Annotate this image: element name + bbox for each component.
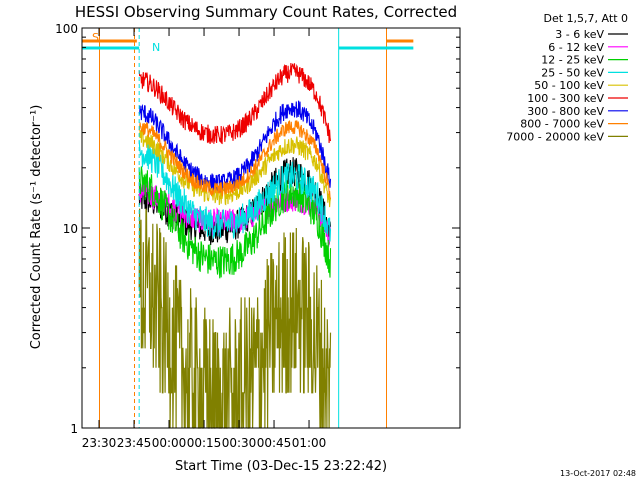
x-tick-label: 00:00 — [152, 436, 187, 450]
chart-title: HESSI Observing Summary Count Rates, Cor… — [75, 3, 457, 21]
plot-area: SN — [81, 27, 461, 429]
legend-entry-label: 6 - 12 keV — [548, 41, 604, 54]
legend-entry-label: 800 - 7000 keV — [520, 118, 604, 131]
legend-entry-label: 3 - 6 keV — [555, 28, 604, 41]
legend-entry-label: 7000 - 20000 keV — [506, 130, 604, 143]
series-line-8 — [138, 120, 332, 199]
legend-entry-label: 25 - 50 keV — [541, 66, 604, 79]
legend-header: Det 1,5,7, Att 0 — [544, 12, 628, 25]
marker-label-saa: S — [92, 31, 99, 44]
legend-entry-label: 50 - 100 keV — [534, 79, 604, 92]
x-tick-label: 01:00 — [292, 436, 327, 450]
x-tick-label: 00:45 — [257, 436, 292, 450]
y-tick-label: 100 — [55, 22, 78, 36]
legend-entry-label: 300 - 800 keV — [527, 105, 604, 118]
series-line-9 — [138, 208, 332, 429]
x-axis-ticks: 23:30 23:45 00:00 00:15 00:30 00:45 01:00 — [82, 28, 327, 450]
series-line-3 — [138, 166, 332, 279]
x-tick-label: 23:30 — [82, 436, 117, 450]
x-tick-label: 00:15 — [187, 436, 222, 450]
marker-label-night: N — [152, 41, 160, 54]
series-line-6 — [138, 62, 332, 145]
y-tick-label: 1 — [70, 422, 78, 436]
x-axis-label: Start Time (03-Dec-15 23:22:42) — [175, 459, 387, 474]
x-tick-label: 00:30 — [222, 436, 257, 450]
y-tick-label: 10 — [63, 222, 78, 236]
y-axis-ticks: 1 10 100 — [55, 22, 460, 436]
legend-entry-label: 12 - 25 keV — [541, 54, 604, 67]
footer-timestamp: 13-Oct-2017 02:48 — [560, 469, 636, 478]
y-axis-label: Corrected Count Rate (s⁻¹ detector⁻¹) — [29, 105, 44, 350]
series-line-4 — [138, 140, 332, 242]
legend-entry-label: 100 - 300 keV — [527, 92, 604, 105]
x-tick-label: 23:45 — [117, 436, 152, 450]
